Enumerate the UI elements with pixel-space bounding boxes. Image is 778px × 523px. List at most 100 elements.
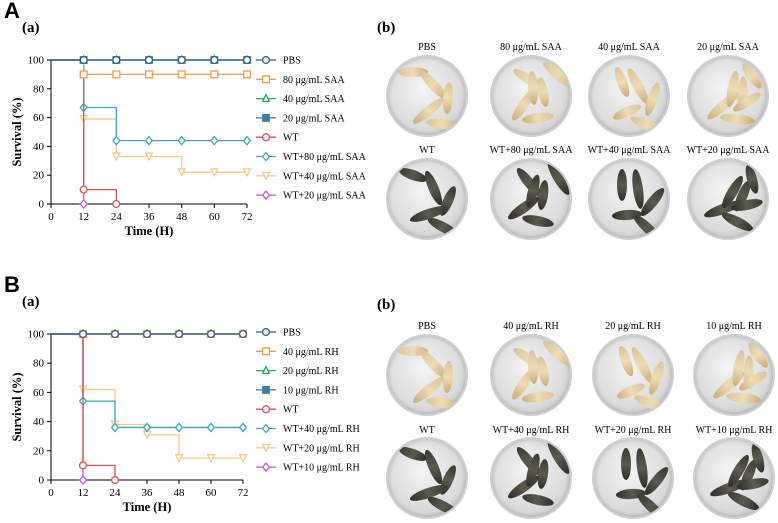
chart-b-data-point bbox=[78, 329, 88, 339]
chart-b-legend-label: WT+10 μg/mL RH bbox=[283, 463, 360, 474]
larva-image bbox=[719, 209, 756, 235]
chart-b-x-tick-label: 24 bbox=[110, 487, 122, 499]
larva-image bbox=[621, 448, 631, 480]
chart-b-y-tick-label: 100 bbox=[28, 329, 45, 341]
chart-a-legend-label: 40 μg/mL SAA bbox=[283, 94, 345, 105]
chart-a-data-point bbox=[177, 55, 186, 65]
chart-b-x-tick-label: 0 bbox=[48, 487, 54, 499]
chart-b-data-point bbox=[206, 422, 216, 433]
panel-a-dish-label: 80 μg/mL SAA bbox=[500, 42, 562, 53]
larva-image bbox=[398, 67, 428, 77]
chart-b-data-point bbox=[174, 422, 184, 433]
panel-b-dish-label: 40 μg/mL RH bbox=[503, 321, 559, 332]
chart-b-legend-marker bbox=[261, 327, 271, 337]
chart-a-data-point bbox=[210, 70, 219, 79]
panel-b-dish-label: 10 μg/mL RH bbox=[706, 321, 762, 332]
chart-b-legend-label: WT+40 μg/mL RH bbox=[283, 424, 360, 435]
chart-a-data-point bbox=[210, 55, 219, 65]
chart-a-data-point bbox=[79, 70, 88, 79]
larva-image bbox=[634, 490, 669, 517]
chart-a-legend-marker bbox=[261, 133, 271, 142]
chart-b-legend-label: 10 μg/mL RH bbox=[283, 385, 339, 396]
panel-a-petri-dish bbox=[687, 158, 769, 240]
larva-image bbox=[425, 214, 461, 238]
chart-a-data-point bbox=[112, 55, 121, 65]
larva-image bbox=[628, 113, 667, 135]
panel-a-dish-label: WT+20 μg/mL SAA bbox=[686, 145, 770, 156]
chart-a-data-point bbox=[144, 70, 154, 79]
larva-image bbox=[725, 390, 762, 406]
chart-a-x-tick-label: 72 bbox=[242, 211, 253, 223]
chart-b-series-6 bbox=[51, 333, 248, 463]
chart-b-legend-marker bbox=[261, 347, 271, 356]
chart-b-x-tick-label: 12 bbox=[78, 487, 89, 499]
chart-b-x-tick-label: 72 bbox=[238, 487, 249, 499]
panel-b-sub-b: (b) bbox=[377, 297, 396, 313]
chart-b-series-line bbox=[51, 333, 84, 480]
chart-b-data-point bbox=[110, 422, 120, 433]
larva-image bbox=[630, 168, 646, 210]
chart-b-series-line bbox=[51, 333, 243, 429]
larva-image bbox=[521, 389, 555, 405]
chart-b-data-point bbox=[78, 474, 88, 486]
chart-a-x-tick-label: 12 bbox=[78, 211, 89, 223]
chart-b-legend-marker bbox=[261, 423, 271, 434]
larva-image bbox=[425, 116, 461, 132]
chart-b-legend-marker bbox=[262, 386, 270, 394]
chart-b-series-7 bbox=[51, 333, 88, 486]
chart-b-legend-marker bbox=[261, 443, 271, 453]
chart-a-data-point bbox=[144, 135, 154, 146]
larva-image bbox=[398, 346, 428, 356]
larva-image bbox=[719, 111, 756, 127]
chart-b-legend-label: WT bbox=[283, 405, 299, 416]
larva-image bbox=[425, 493, 461, 517]
chart-b-y-tick-label: 20 bbox=[33, 445, 45, 457]
chart-b-data-point bbox=[142, 422, 152, 433]
chart-a-data-point bbox=[177, 168, 187, 178]
chart-a-data-point bbox=[112, 70, 121, 79]
panel-b-petri-dish bbox=[693, 334, 775, 416]
panel-a-petri-dish bbox=[588, 158, 670, 240]
panel-b-dish-label: WT+20 μg/mL RH bbox=[594, 425, 672, 436]
chart-a-legend: PBS 80 μg/mL SAA 40 μg/mL SAA 20 μg/mL SAA W… bbox=[256, 56, 367, 202]
chart-a-data-point bbox=[144, 152, 154, 162]
panel-a-dish-label: WT+80 μg/mL SAA bbox=[489, 145, 573, 156]
survival-chart-b: 0 20 40 60 80 100 0 12 24 36 48 60 72 Time (H) Surviva… bbox=[10, 327, 360, 515]
chart-b-data-point bbox=[206, 329, 216, 339]
chart-b-y-tick-label: 0 bbox=[39, 475, 45, 487]
chart-a-data-point bbox=[79, 185, 88, 194]
panel-a-petri-dish bbox=[386, 55, 468, 137]
chart-a-x-tick-label: 60 bbox=[209, 211, 221, 223]
panel-b-dish-label: WT bbox=[419, 425, 435, 436]
survival-chart-a: 0 20 40 60 80 100 0 12 24 36 48 60 72 Time (H) Surviva… bbox=[10, 55, 367, 239]
panel-b-dish-label: WT+40 μg/mL RH bbox=[492, 425, 570, 436]
chart-a-data-point bbox=[112, 199, 121, 209]
chart-a-y-tick-label: 0 bbox=[39, 199, 45, 211]
chart-a-legend-label: WT+80 μg/mL SAA bbox=[283, 152, 367, 163]
larva-image bbox=[630, 211, 665, 238]
larva-image bbox=[521, 212, 555, 230]
chart-b-legend-marker bbox=[261, 405, 271, 414]
panel-b-petri-dish bbox=[386, 437, 468, 519]
chart-a-legend-marker bbox=[262, 114, 270, 122]
chart-a-y-tick-label: 20 bbox=[33, 170, 45, 182]
panel-b-dish-label: WT+10 μg/mL RH bbox=[695, 425, 773, 436]
panel-a-dish-label: PBS bbox=[418, 42, 436, 53]
panel-b-petri-dish bbox=[693, 437, 775, 519]
larva-image bbox=[617, 169, 627, 201]
larva-image bbox=[634, 447, 650, 489]
chart-b-data-point bbox=[238, 454, 248, 463]
chart-a-legend-marker bbox=[261, 75, 271, 84]
larva-image bbox=[425, 395, 461, 411]
chart-b-data-point bbox=[174, 454, 184, 463]
panel-b-sub-a: (a) bbox=[22, 294, 40, 310]
panel-b-petri-dish bbox=[490, 334, 572, 416]
chart-b-y-tick-label: 60 bbox=[33, 387, 45, 399]
chart-a-y-tick-label: 80 bbox=[33, 83, 45, 95]
larva-image bbox=[521, 491, 555, 509]
chart-a-data-point bbox=[111, 152, 121, 162]
chart-a-y-tick-label: 100 bbox=[28, 55, 45, 67]
chart-a-legend-marker bbox=[261, 151, 271, 162]
chart-b-y-tick-label: 40 bbox=[33, 416, 45, 428]
chart-a-legend-marker bbox=[261, 93, 271, 103]
